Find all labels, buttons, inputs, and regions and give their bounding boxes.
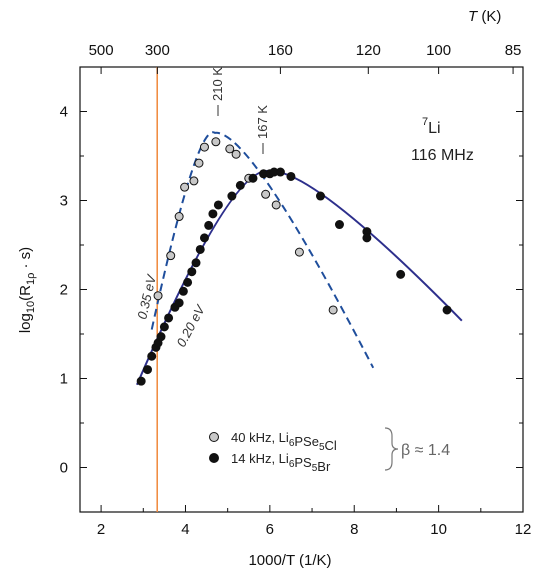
y-tick-label: 2 [60, 282, 68, 299]
data-point-li6ps5br [248, 173, 258, 183]
data-point-li6pse5cl [225, 144, 235, 154]
data-point-li6ps5br [199, 233, 209, 243]
beta-label: β ≈ 1.4 [401, 442, 450, 459]
data-point-li6pse5cl [174, 212, 184, 222]
svg-text:7Li: 7Li [422, 116, 441, 137]
x-axis-title: 1000/T (1/K) [248, 552, 331, 569]
top-tick-label: 120 [356, 42, 381, 59]
data-point-li6ps5br [183, 277, 193, 287]
data-point-li6ps5br [204, 220, 214, 230]
data-point-li6ps5br [396, 269, 406, 279]
data-point-li6ps5br [334, 220, 344, 230]
nucleus-label: 7Li [422, 116, 441, 137]
legend-label-li6pse5cl: 40 kHz, Li6PSe5Cl [231, 430, 337, 453]
data-point-li6pse5cl [211, 137, 221, 147]
x-tick-label: 12 [515, 521, 532, 538]
y-tick-label: 1 [60, 371, 68, 388]
data-point-li6ps5br [315, 191, 325, 201]
frequency-label: 116 MHz [411, 147, 474, 164]
top-tick-label: 160 [268, 42, 293, 59]
legend-brace [384, 427, 399, 471]
data-point-li6ps5br [195, 244, 205, 254]
x-axis: 2 4 6 8 10 12 [97, 505, 531, 538]
y-tick-label: 3 [60, 193, 68, 210]
data-point-li6ps5br [187, 267, 197, 277]
data-point-li6pse5cl [166, 251, 176, 261]
data-point-li6pse5cl [271, 200, 281, 210]
data-point-li6ps5br [174, 298, 184, 308]
data-point-li6pse5cl [153, 291, 163, 301]
top-tick-label: 300 [145, 42, 170, 59]
data-point-li6ps5br [191, 258, 201, 268]
y-tick-label: 0 [60, 460, 68, 477]
data-point-li6pse5cl [294, 247, 304, 257]
x-tick-label: 8 [350, 521, 358, 538]
data-point-li6ps5br [275, 167, 285, 177]
data-point-li6pse5cl [328, 305, 338, 315]
y-axis: 0 1 2 3 4 [60, 66, 523, 513]
top-axis-title: T (K) [468, 8, 501, 25]
legend-marker-li6pse5cl [209, 432, 219, 442]
x-tick-label: 10 [430, 521, 447, 538]
data-point-li6pse5cl [180, 182, 190, 192]
y-axis-title: log10(R1ρ · s) [17, 247, 37, 333]
x-tick-label: 2 [97, 521, 105, 538]
data-point-li6ps5br [227, 191, 237, 201]
y-tick-label: 4 [60, 104, 68, 121]
data-point-li6ps5br [143, 365, 153, 375]
data-point-li6ps5br [147, 351, 157, 361]
legend-label-li6ps5br: 14 kHz, Li6PS5Br [231, 451, 331, 474]
data-point-li6ps5br [136, 376, 146, 386]
top-axis: 500 300 160 120 100 85 [89, 42, 522, 74]
data-point-li6ps5br [208, 209, 218, 219]
data-point-li6ps5br [164, 313, 174, 323]
top-tick-label: 100 [426, 42, 451, 59]
data-point-li6ps5br [286, 171, 296, 181]
legend: 40 kHz, Li6PSe5Cl 14 kHz, Li6PS5Br β ≈ 1… [209, 427, 450, 474]
data-point-li6pse5cl [261, 189, 271, 199]
peak-label-210k: 210 K [210, 67, 225, 116]
data-points [136, 137, 452, 386]
data-point-li6ps5br [178, 286, 188, 296]
top-tick-label: 500 [89, 42, 114, 59]
data-point-li6ps5br [442, 305, 452, 315]
peak-label-167k: 167 K [255, 105, 270, 154]
data-point-li6pse5cl [194, 158, 204, 168]
svg-text:167 K: 167 K [255, 105, 270, 139]
data-point-li6pse5cl [231, 149, 241, 159]
top-tick-label: 85 [505, 42, 522, 59]
data-point-li6ps5br [362, 233, 372, 243]
data-point-li6ps5br [213, 200, 223, 210]
data-point-li6ps5br [156, 332, 166, 342]
x-tick-label: 4 [181, 521, 189, 538]
data-point-li6pse5cl [199, 142, 209, 152]
svg-text:210 K: 210 K [210, 67, 225, 101]
x-tick-label: 6 [266, 521, 274, 538]
data-point-li6ps5br [159, 322, 169, 332]
legend-marker-li6ps5br [209, 453, 219, 463]
data-point-li6ps5br [235, 180, 245, 190]
fit-curve-li6ps5br [136, 169, 463, 386]
data-point-li6pse5cl [189, 176, 199, 186]
